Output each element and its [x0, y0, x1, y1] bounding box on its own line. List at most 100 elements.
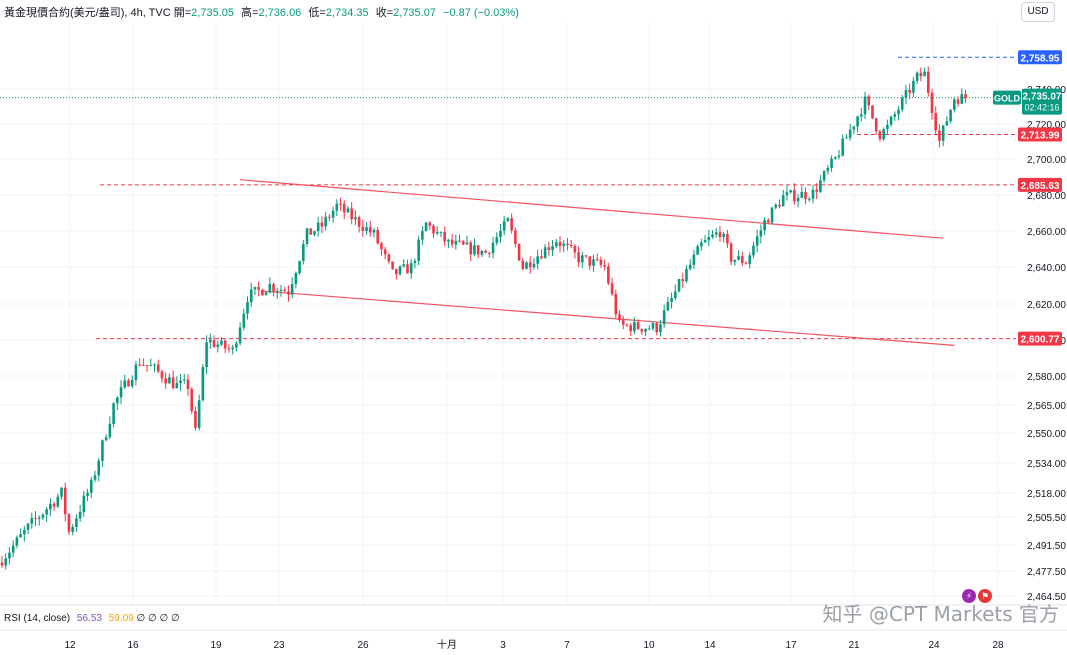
candle-body-206	[767, 220, 770, 223]
candle-body-238	[886, 124, 889, 130]
level-badge-1	[1018, 127, 1062, 142]
candle-body-109	[406, 264, 409, 274]
candle-body-64	[238, 327, 242, 344]
lightning-icon[interactable]: ⚡	[962, 589, 976, 603]
candle-body-162	[603, 264, 606, 267]
candle-body-21	[78, 511, 82, 519]
candle-body-117	[435, 232, 439, 234]
candle-body-93	[346, 208, 350, 213]
candle-body-139	[517, 243, 521, 261]
countdown-label: 02:42:16	[1024, 103, 1059, 113]
candle-body-77	[287, 291, 290, 295]
candle-body-48	[179, 380, 182, 384]
candle-body-255	[949, 109, 952, 122]
candle-body-92	[342, 203, 346, 213]
candle-body-84	[313, 231, 316, 235]
candle-body-196	[729, 243, 733, 262]
candle-body-128	[476, 245, 480, 255]
candle-body-13	[49, 503, 52, 510]
candle-body-165	[614, 293, 618, 315]
candle-body-150	[558, 242, 562, 247]
candle-body-1	[4, 558, 8, 566]
candle-body-2	[8, 552, 11, 559]
candle-body-147	[547, 247, 551, 251]
candle-body-68	[253, 286, 257, 290]
candle-body-169	[629, 325, 632, 332]
candle-body-194	[722, 233, 725, 238]
candle-body-160	[595, 259, 599, 261]
symbol-badge	[993, 90, 1021, 105]
candle-body-205	[763, 220, 766, 231]
candle-body-247	[919, 72, 923, 77]
candle-body-30	[112, 403, 115, 424]
candle-body-80	[298, 261, 301, 274]
candle-body-112	[417, 239, 420, 261]
x-tick-10: 17	[785, 640, 797, 651]
candle-body-251	[934, 113, 938, 131]
candle-body-239	[889, 116, 893, 125]
candle-body-218	[811, 189, 815, 199]
candle-body-175	[651, 323, 655, 329]
candle-body-254	[945, 121, 949, 126]
x-tick-2: 19	[210, 640, 222, 651]
candle-body-188	[700, 242, 703, 247]
symbol-title[interactable]: 黃金現價合約(美元/盎司), 4h, TVC	[4, 7, 171, 19]
candle-body-133	[495, 237, 499, 243]
candle-body-195	[726, 233, 729, 244]
candle-body-24	[89, 479, 93, 493]
candle-body-172	[640, 329, 644, 332]
open-label: 開=	[173, 7, 192, 19]
x-tick-9: 14	[704, 640, 716, 651]
candle-body-87	[324, 216, 327, 227]
currency-button[interactable]: USD	[1021, 2, 1055, 22]
candle-body-69	[257, 286, 260, 290]
candle-body-256	[953, 99, 956, 110]
candle-body-167	[621, 320, 625, 325]
change-value: −0.87 (−0.03%)	[443, 7, 519, 19]
candle-body-19	[71, 527, 74, 532]
candle-body-102	[380, 243, 383, 250]
candle-body-40	[149, 365, 153, 367]
candle-body-242	[900, 97, 904, 110]
candle-body-220	[819, 180, 822, 192]
candle-body-138	[514, 230, 517, 244]
y-tick-15: 2,477.50	[1027, 567, 1066, 578]
candle-body-216	[804, 191, 807, 199]
candle-body-151	[562, 243, 566, 247]
candle-body-184	[685, 269, 688, 282]
candle-body-248	[923, 71, 926, 77]
candle-body-29	[108, 423, 112, 438]
candle-body-141	[525, 262, 528, 269]
candle-body-227	[845, 137, 848, 139]
candle-body-240	[893, 114, 897, 117]
y-tick-11: 2,534.00	[1027, 459, 1066, 470]
candle-body-62	[231, 347, 234, 349]
price-badges: 2,758.95 2,713.99 2,685.63 2,600.77 GOLD 2,73…	[993, 50, 1062, 346]
candle-body-89	[331, 210, 335, 218]
candle-body-79	[294, 273, 298, 285]
candle-body-54	[201, 367, 205, 401]
candle-body-131	[488, 252, 491, 254]
candle-body-186	[692, 254, 696, 265]
candle-body-67	[249, 289, 253, 303]
candle-body-250	[930, 92, 934, 114]
candle-body-229	[852, 126, 856, 130]
candle-body-11	[41, 514, 45, 518]
candle-body-153	[569, 244, 573, 247]
time-axis: 12 16 19 23 26 十月 3 7 10 14 17 21 24 28	[64, 638, 1004, 651]
y-tick-6: 2,620.00	[1027, 300, 1066, 311]
candle-body-126	[469, 242, 473, 255]
candle-body-35	[130, 379, 134, 387]
flag-icon[interactable]: ⚑	[978, 589, 992, 603]
candle-body-179	[666, 302, 670, 311]
x-tick-1: 16	[127, 640, 139, 651]
rsi-legend[interactable]: RSI (14, close) 56.53 59.09 ∅ ∅ ∅ ∅	[4, 613, 180, 624]
candle-body-81	[302, 243, 305, 262]
y-tick-1: 2,720.00	[1027, 120, 1066, 131]
candle-body-135	[502, 221, 506, 231]
candle-body-208	[774, 204, 778, 208]
candle-body-78	[290, 284, 294, 295]
candle-body-148	[551, 246, 554, 251]
candle-body-223	[830, 158, 833, 168]
